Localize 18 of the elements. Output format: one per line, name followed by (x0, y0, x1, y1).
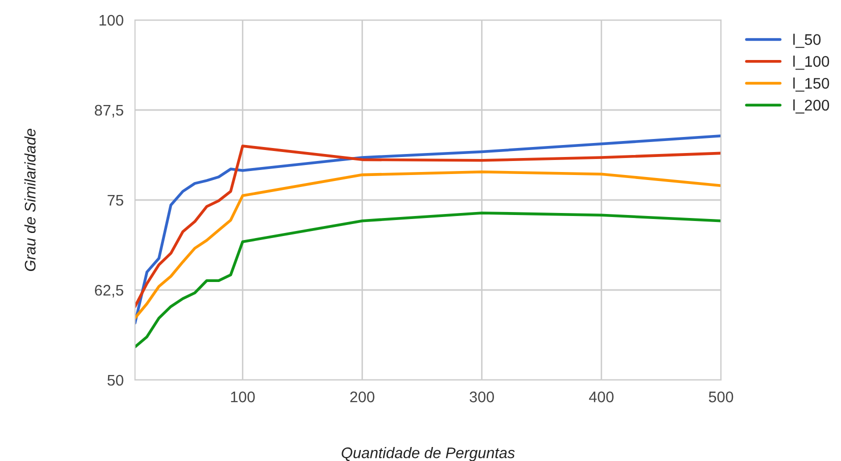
y-tick-label: 50 (108, 374, 124, 386)
line-series (135, 170, 721, 320)
x-tick-label: 300 (470, 392, 494, 402)
y-tick-label: 100 (100, 14, 124, 26)
legend-label: l_150 (793, 78, 830, 92)
y-axis-title: Grau de Similaridade (24, 128, 36, 271)
x-tick-label: 100 (231, 392, 255, 402)
legend-label: l_200 (793, 99, 830, 114)
y-tick-label: 87,5 (94, 104, 124, 118)
x-tick-label: 500 (708, 392, 734, 402)
y-tick-label: 75 (108, 195, 124, 206)
y-tick-label: 62,5 (94, 284, 124, 298)
x-tick-label: 200 (350, 392, 374, 402)
x-tick-label: 400 (589, 392, 614, 402)
legend-label: l_50 (793, 34, 821, 48)
legend-label: l_100 (793, 56, 830, 70)
line-series (135, 212, 721, 348)
x-axis-title: Quantidade de Perguntas (342, 447, 515, 461)
